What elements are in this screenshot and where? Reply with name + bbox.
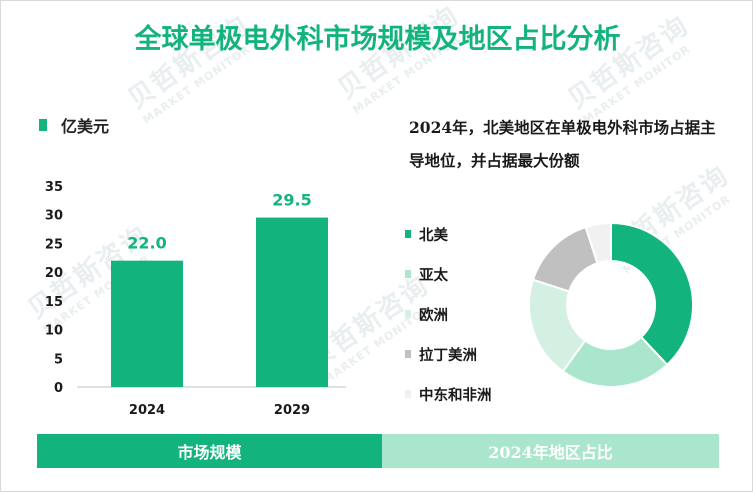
donut-slice xyxy=(531,225,599,293)
y-tick-label: 10 xyxy=(45,324,63,339)
legend-swatch xyxy=(405,230,411,238)
bar-chart: 0 5 10 15 20 25 30 35 22.0 2024 29.5 2029 xyxy=(45,180,346,418)
legend-label: 北美 xyxy=(419,226,448,244)
legend-swatch xyxy=(39,119,47,131)
y-tick-label: 25 xyxy=(45,237,63,252)
region-summary: 2024年，北美地区在单极电外科市场占据主导地位，并占据最大份额 xyxy=(409,118,716,170)
unit-label: 亿美元 xyxy=(61,117,110,136)
bar-legend: 亿美元 xyxy=(39,113,109,137)
bar xyxy=(256,217,328,387)
legend-item: 欧洲 xyxy=(405,294,492,334)
y-tick-label: 30 xyxy=(45,209,63,224)
donut-slice xyxy=(584,223,612,265)
chart-title: 全球单极电外科市场规模及地区占比分析 xyxy=(134,24,621,55)
data-label: 22.0 xyxy=(127,234,166,253)
legend-item: 北美 xyxy=(405,214,492,254)
x-tick-label: 2024 xyxy=(129,403,165,418)
y-tick-label: 35 xyxy=(45,180,63,195)
legend-swatch xyxy=(405,270,411,278)
legend-label: 拉丁美洲 xyxy=(419,346,477,364)
donut-slice xyxy=(610,223,694,367)
y-tick-label: 5 xyxy=(54,352,63,367)
legend-item: 中东和非洲 xyxy=(405,374,492,414)
legend-label: 亚太 xyxy=(419,266,448,284)
donut-chart xyxy=(528,223,694,387)
legend-item: 亚太 xyxy=(405,254,492,294)
legend-item: 拉丁美洲 xyxy=(405,334,492,374)
legend-label: 中东和非洲 xyxy=(419,386,492,404)
pie-legend: 北美亚太欧洲拉丁美洲中东和非洲 xyxy=(405,214,492,414)
legend-label: 欧洲 xyxy=(419,306,448,324)
y-tick-label: 15 xyxy=(45,295,63,310)
y-tick-label: 0 xyxy=(54,381,63,396)
footer-region-share: 2024年地区占比 xyxy=(382,434,719,468)
legend-swatch xyxy=(405,350,411,358)
legend-swatch xyxy=(405,390,411,398)
legend-swatch xyxy=(405,310,411,318)
y-tick-label: 20 xyxy=(45,266,63,281)
x-tick-label: 2029 xyxy=(274,403,310,418)
bar xyxy=(111,260,183,387)
footer-market-size: 市场规模 xyxy=(37,434,382,468)
data-label: 29.5 xyxy=(272,191,311,210)
